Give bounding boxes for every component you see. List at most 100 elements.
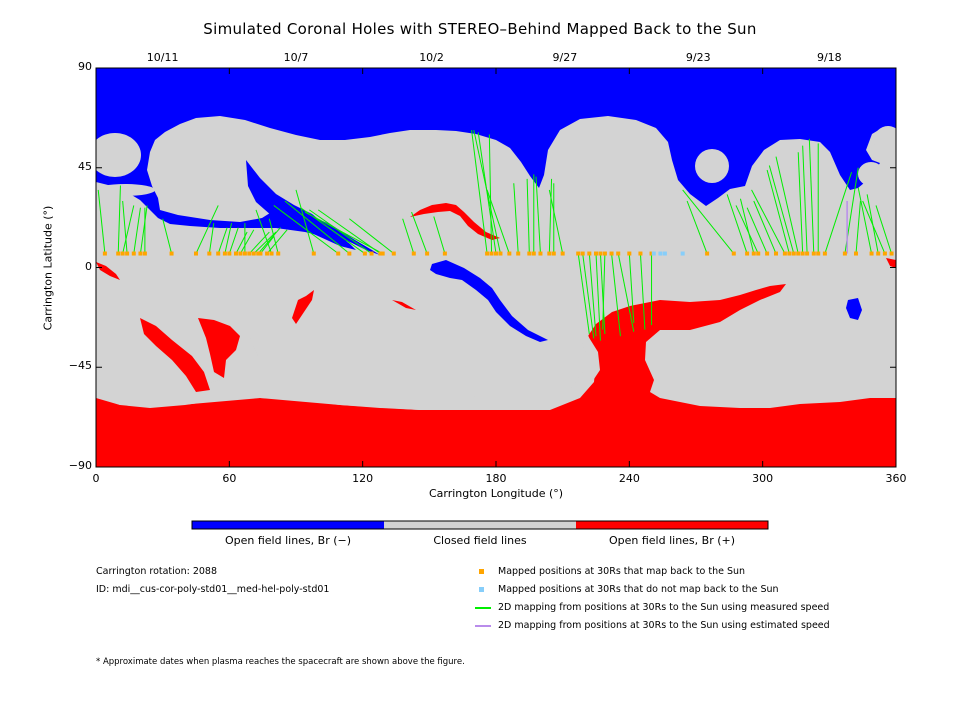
mapped-position-marker	[391, 251, 396, 256]
measured-mapping-line	[268, 218, 279, 254]
colorbar-closed	[384, 521, 576, 529]
mapped-position-marker	[120, 251, 125, 256]
measured-mapping-line	[248, 231, 270, 254]
mapped-position-marker	[485, 251, 490, 256]
colorbar	[191, 520, 769, 530]
mapped-position-marker	[854, 251, 858, 256]
mapped-position-marker	[347, 251, 352, 256]
mapped-position-marker	[805, 251, 810, 256]
y-tick-label: −45	[68, 359, 92, 373]
mapped-position-marker	[609, 251, 614, 256]
colorbar-label-negative: Open field lines, Br (−)	[224, 534, 352, 547]
measured-mapping-line	[162, 218, 173, 254]
x-tick-label: 120	[352, 472, 374, 485]
mapped-position-marker	[627, 251, 632, 256]
mapped-position-marker	[169, 251, 174, 256]
mapped-position-marker	[269, 251, 274, 256]
top-date-label: 9/18	[816, 51, 842, 64]
mapped-position-marker	[882, 251, 887, 256]
mapped-position-marker	[876, 251, 881, 256]
measured-mapping-line	[488, 134, 493, 254]
mapped-position-marker	[194, 251, 198, 256]
measured-mapping-line	[228, 227, 239, 254]
measured-mapping-line	[611, 253, 621, 337]
measured-mapping-line	[686, 200, 708, 254]
colorbar-label-closed: Closed field lines	[433, 534, 527, 547]
legend-unmapped-label: Mapped positions at 30Rs that do not map…	[498, 584, 779, 595]
equatorial-negative-hole	[430, 260, 548, 342]
measured-mapping-line	[855, 200, 861, 254]
top-date-label: 10/11	[146, 51, 179, 64]
mapped-position-marker	[560, 251, 565, 256]
legend-mapped-label: Mapped positions at 30Rs that map back t…	[498, 566, 746, 577]
mapped-position-marker	[227, 251, 232, 256]
closed-field-band	[96, 330, 596, 410]
mapped-position-marker	[527, 251, 532, 256]
mapped-position-marker	[616, 251, 621, 256]
mapped-position-marker	[787, 251, 792, 256]
measured-mapping-line	[768, 165, 795, 254]
measured-mapping-line	[875, 205, 893, 254]
colorbar-negative	[192, 521, 384, 529]
x-tick-label: 180	[485, 472, 507, 485]
mapped-position-marker	[547, 251, 552, 256]
footnote: * Approximate dates when plasma reaches …	[96, 657, 465, 667]
mapped-position-marker	[207, 251, 212, 256]
mapped-position-marker	[258, 251, 263, 256]
x-tick-label: 360	[885, 472, 907, 485]
y-tick-label: −90	[68, 459, 92, 472]
measured-mapping-line	[317, 209, 381, 254]
measured-mapping-line	[433, 216, 446, 254]
measured-mapping-line	[260, 236, 275, 254]
measured-mapping-line	[513, 183, 519, 254]
measured-mapping-line	[857, 187, 873, 254]
unmapped-position-marker	[662, 251, 667, 256]
mapped-position-marker	[796, 251, 801, 256]
measured-mapping-line	[808, 138, 815, 254]
measured-mapping-line	[309, 209, 372, 254]
measured-mapping-line	[117, 185, 121, 254]
measured-mapping-line	[284, 200, 350, 254]
measured-mapping-line	[595, 253, 601, 341]
mapped-position-marker	[638, 251, 643, 256]
mapped-position-marker	[138, 251, 143, 256]
mapped-position-marker	[576, 251, 581, 256]
mapped-position-marker	[125, 251, 130, 256]
mapped-position-marker	[649, 251, 654, 256]
measured-mapping-line	[208, 223, 215, 254]
measured-mapping-line	[582, 253, 595, 339]
measured-mapping-line	[535, 176, 541, 254]
mapped-position-marker	[234, 251, 238, 256]
mapped-position-marker	[507, 251, 512, 256]
mapped-position-marker	[256, 251, 261, 256]
mapped-position-marker	[216, 251, 221, 256]
mapped-position-marker	[822, 251, 827, 256]
mapped-position-marker	[705, 251, 710, 256]
colorbar-label-positive: Open field lines, Br (+)	[608, 534, 736, 547]
unmapped-position-marker	[658, 251, 663, 256]
mapped-position-marker	[765, 251, 770, 256]
mapped-position-marker	[751, 251, 756, 256]
measured-mapping-line	[602, 253, 606, 330]
x-tick-label: 300	[752, 472, 774, 485]
mapped-position-marker	[598, 251, 603, 256]
measured-mapping-line	[304, 211, 383, 254]
measured-mapping-line	[217, 227, 228, 254]
mapped-position-marker	[489, 251, 494, 256]
y-axis-label: Carrington Latitude (°)	[41, 205, 55, 331]
measured-mapping-line	[133, 207, 141, 254]
mapped-position-marker	[311, 251, 316, 256]
mapped-position-marker	[131, 251, 136, 256]
mapped-position-marker	[378, 251, 383, 256]
measured-mapping-line	[122, 200, 128, 254]
unmapped-position-marker	[680, 251, 685, 256]
carrington-rotation: Carrington rotation: 2088	[96, 566, 218, 577]
measured-mapping-line	[775, 156, 799, 254]
mapped-position-marker	[811, 251, 816, 256]
x-tick-label: 60	[222, 472, 237, 485]
x-axis-label: Carrington Longitude (°)	[428, 487, 564, 500]
measured-mapping-line	[240, 229, 255, 254]
legend-measured-label: 2D mapping from positions at 30Rs to the…	[498, 602, 830, 613]
mapped-position-marker	[442, 251, 447, 256]
measured-mapping-line	[139, 205, 148, 254]
